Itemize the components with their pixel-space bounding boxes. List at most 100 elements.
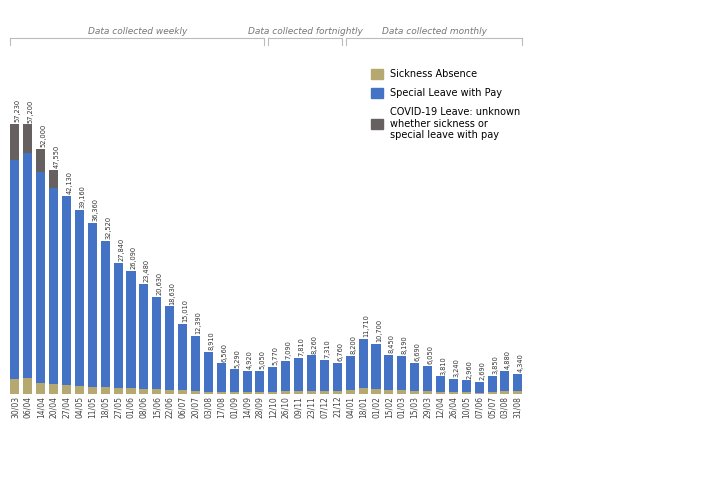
Bar [165, 389, 174, 394]
Bar [75, 387, 84, 394]
Bar [152, 389, 161, 394]
Text: 2,690: 2,690 [480, 361, 485, 380]
Text: 39,160: 39,160 [79, 185, 86, 208]
Bar [372, 389, 381, 394]
Bar [282, 391, 290, 394]
Bar [449, 392, 458, 394]
Bar [140, 389, 148, 394]
Text: 11,710: 11,710 [363, 315, 369, 337]
Bar [346, 356, 355, 390]
Text: 8,200: 8,200 [350, 335, 356, 354]
Text: 3,240: 3,240 [454, 358, 459, 377]
Bar [114, 263, 122, 388]
Bar [230, 369, 238, 392]
Text: 2,960: 2,960 [467, 360, 472, 379]
Text: 7,090: 7,090 [286, 340, 292, 359]
Bar [49, 384, 58, 394]
Bar [23, 125, 32, 153]
Text: 6,760: 6,760 [338, 342, 343, 360]
Bar [243, 371, 251, 392]
Text: Data collected fortnightly: Data collected fortnightly [248, 27, 363, 36]
Bar [88, 223, 96, 387]
Bar [307, 390, 316, 394]
Bar [256, 371, 264, 392]
Bar [397, 389, 406, 394]
Bar [230, 392, 238, 394]
Bar [359, 388, 368, 394]
Text: 32,520: 32,520 [105, 216, 111, 239]
Bar [36, 383, 45, 394]
Bar [423, 366, 432, 390]
Bar [36, 172, 45, 383]
Bar [217, 363, 226, 392]
Text: 42,130: 42,130 [66, 171, 73, 194]
Text: 4,920: 4,920 [247, 351, 253, 369]
Bar [436, 392, 445, 394]
Bar [474, 382, 484, 392]
Text: 3,810: 3,810 [441, 356, 446, 375]
Bar [449, 379, 458, 392]
Bar [294, 357, 303, 390]
Bar [75, 210, 84, 387]
Bar [487, 391, 497, 394]
Bar [282, 361, 290, 391]
Bar [165, 307, 174, 389]
Bar [384, 354, 393, 389]
Text: 5,290: 5,290 [234, 349, 240, 368]
Bar [307, 355, 316, 390]
Bar [36, 149, 45, 172]
Bar [152, 297, 161, 389]
Bar [474, 392, 484, 394]
Bar [320, 360, 329, 391]
Bar [410, 390, 419, 394]
Text: 57,230: 57,230 [15, 99, 21, 122]
Bar [487, 376, 497, 391]
Text: 4,880: 4,880 [505, 351, 511, 369]
Bar [294, 390, 303, 394]
Text: Data collected weekly: Data collected weekly [88, 27, 187, 36]
Text: 8,910: 8,910 [208, 332, 215, 351]
Bar [256, 392, 264, 394]
Bar [500, 391, 510, 394]
Text: 52,000: 52,000 [41, 124, 47, 147]
Text: 5,770: 5,770 [273, 346, 279, 365]
Text: 8,190: 8,190 [402, 335, 408, 354]
Bar [178, 323, 187, 390]
Bar [191, 336, 200, 390]
Text: 57,200: 57,200 [28, 100, 34, 123]
Bar [204, 391, 213, 394]
Text: 18,630: 18,630 [170, 282, 176, 305]
Text: 20,630: 20,630 [157, 272, 163, 295]
Text: 23,480: 23,480 [144, 259, 150, 282]
Bar [178, 390, 187, 394]
Bar [436, 377, 445, 392]
Text: 27,840: 27,840 [118, 238, 124, 261]
Text: 26,090: 26,090 [131, 246, 137, 269]
Text: 5,050: 5,050 [260, 350, 266, 369]
Bar [384, 389, 393, 394]
Bar [127, 271, 135, 388]
Bar [513, 391, 523, 394]
Bar [462, 381, 471, 392]
Bar [10, 124, 19, 160]
Text: 7,310: 7,310 [325, 339, 330, 358]
Bar [513, 374, 523, 391]
Bar [243, 392, 251, 394]
Text: 4,340: 4,340 [518, 353, 524, 372]
Text: 6,560: 6,560 [221, 343, 228, 361]
Bar [204, 352, 213, 391]
Text: 6,690: 6,690 [415, 342, 420, 361]
Bar [410, 363, 419, 390]
Bar [23, 153, 32, 378]
Bar [269, 367, 277, 392]
Bar [462, 392, 471, 394]
Text: Data collected monthly: Data collected monthly [382, 27, 487, 36]
Bar [320, 391, 329, 394]
Bar [23, 378, 32, 394]
Bar [127, 388, 135, 394]
Text: 36,360: 36,360 [92, 198, 99, 221]
Bar [500, 371, 510, 391]
Text: 6,050: 6,050 [428, 345, 433, 364]
Bar [269, 392, 277, 394]
Bar [62, 196, 71, 385]
